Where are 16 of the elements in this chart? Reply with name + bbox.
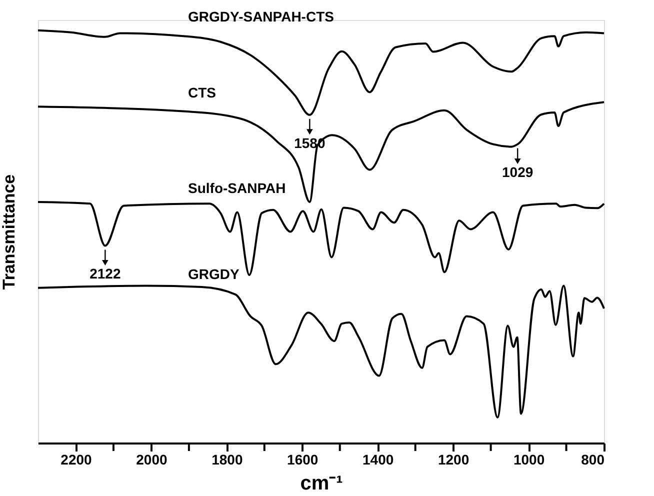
annotation: 2122 xyxy=(90,266,121,282)
series-label: GRGDY xyxy=(188,266,240,282)
x-tick-label: 2000 xyxy=(136,452,168,468)
y-axis-title: Transmittance xyxy=(0,174,18,290)
x-tick-label: 2200 xyxy=(60,452,92,468)
x-axis-title: cm⁻¹ xyxy=(300,472,344,494)
x-tick-label: 1000 xyxy=(513,452,545,468)
x-tick-label: 800 xyxy=(581,452,605,468)
x-tick-label: 1600 xyxy=(287,452,318,468)
series-label: GRGDY-SANPAH-CTS xyxy=(188,8,334,24)
x-tick-label: 1200 xyxy=(438,452,470,468)
x-tick-label: 1800 xyxy=(212,452,243,468)
x-tick-label: 1400 xyxy=(362,452,394,468)
series-label: Sulfo-SANPAH xyxy=(188,180,286,196)
annotation: 1029 xyxy=(502,164,534,180)
series-label: CTS xyxy=(188,84,216,101)
